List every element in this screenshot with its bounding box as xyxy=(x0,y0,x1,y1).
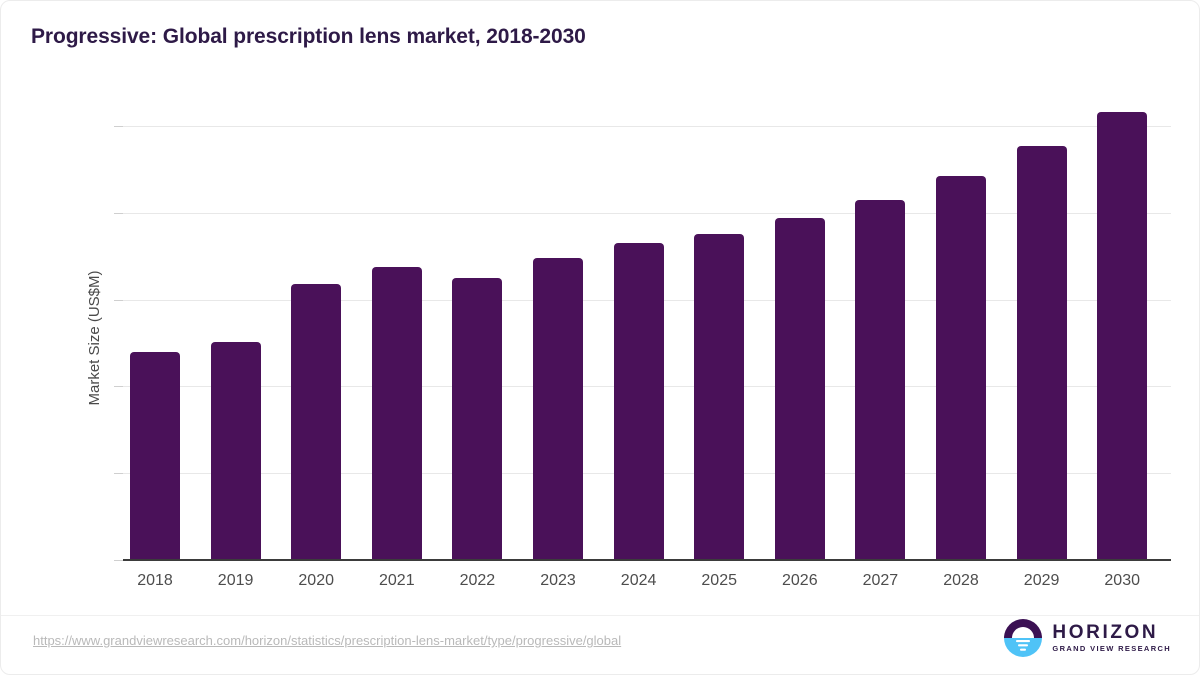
y-tick-mark xyxy=(114,299,123,301)
x-tick-label: 2022 xyxy=(459,572,496,589)
bar[interactable] xyxy=(130,351,180,560)
bar[interactable] xyxy=(291,284,342,560)
bar[interactable] xyxy=(1016,146,1067,560)
x-tick-label: 2019 xyxy=(217,572,254,589)
horizon-logo[interactable]: HORIZON GRAND VIEW RESEARCH xyxy=(1003,618,1171,658)
x-tick-label: 2030 xyxy=(1104,572,1140,589)
bar[interactable] xyxy=(936,175,986,560)
x-tick-label: 2024 xyxy=(620,572,657,589)
bar[interactable] xyxy=(694,233,745,560)
logo-tagline: GRAND VIEW RESEARCH xyxy=(1052,644,1171,654)
bar[interactable] xyxy=(774,218,825,560)
y-tick-mark xyxy=(114,473,123,475)
y-tick-mark xyxy=(114,126,123,127)
y-axis-title: Market Size (US$M) xyxy=(86,269,104,406)
x-tick-label: 2027 xyxy=(862,572,899,589)
bar[interactable] xyxy=(452,277,503,560)
bar[interactable] xyxy=(613,243,664,560)
x-tick-label: 2020 xyxy=(298,572,334,589)
logo-wordmark: HORIZON xyxy=(1052,622,1159,644)
x-tick-label: 2018 xyxy=(137,572,173,589)
x-tick-label: 2026 xyxy=(782,572,818,589)
bar[interactable] xyxy=(371,267,422,560)
bar[interactable] xyxy=(855,199,906,560)
bar[interactable] xyxy=(533,258,583,560)
x-axis-line xyxy=(123,559,1171,561)
logo-text: HORIZON GRAND VIEW RESEARCH xyxy=(1052,623,1171,653)
gridline xyxy=(123,126,1171,127)
footer-divider xyxy=(1,615,1199,616)
y-tick-mark xyxy=(114,560,123,561)
x-tick-label: 2021 xyxy=(379,572,415,589)
plot-area: 02k4k6k8k10k 201820192020202120222023202… xyxy=(114,111,1171,589)
bar[interactable] xyxy=(210,341,261,560)
page-title: Progressive: Global prescription lens ma… xyxy=(31,25,586,48)
x-tick-label: 2028 xyxy=(943,572,979,589)
y-tick-mark xyxy=(114,386,123,388)
bar[interactable] xyxy=(1097,111,1148,560)
x-tick-label: 2029 xyxy=(1023,572,1060,589)
x-tick-label: 2023 xyxy=(540,572,576,589)
horizon-logo-icon xyxy=(1004,619,1043,657)
source-url-link[interactable]: https://www.grandviewresearch.com/horizo… xyxy=(33,633,622,648)
y-tick-mark xyxy=(114,212,123,214)
gridline xyxy=(123,212,1171,214)
x-tick-label: 2025 xyxy=(701,572,737,589)
